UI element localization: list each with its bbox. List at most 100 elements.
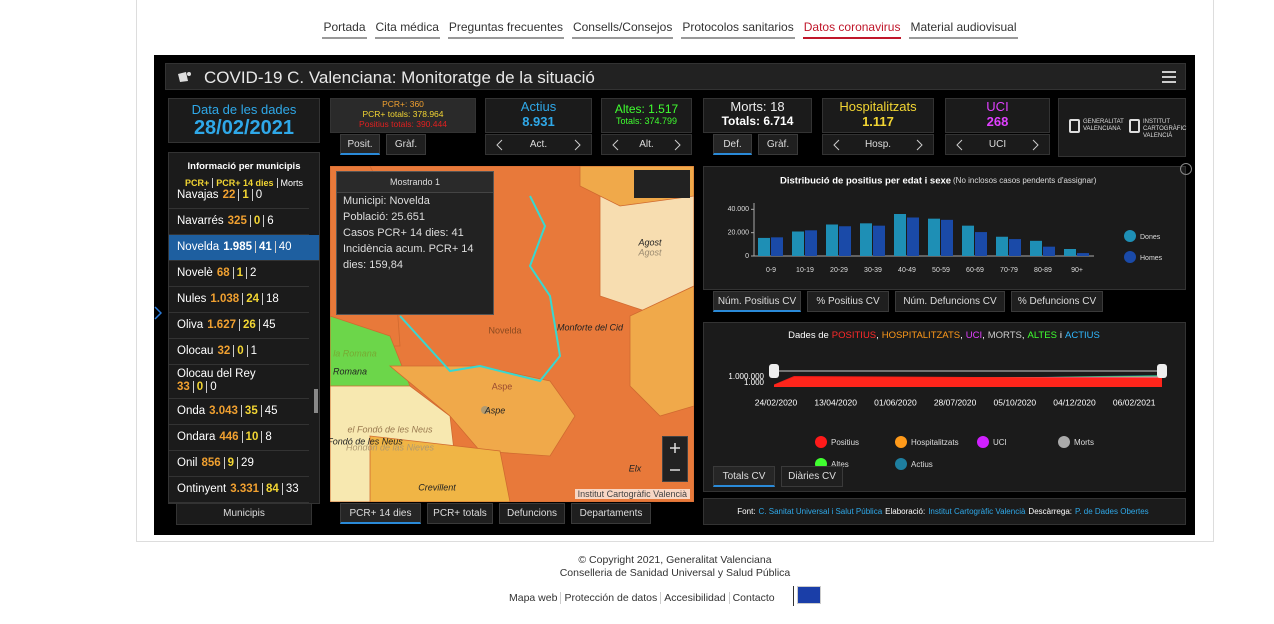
tab[interactable]: PCR+ 14 dies xyxy=(340,503,421,524)
title-segment: ACTIUS xyxy=(1065,330,1100,341)
legend-swatch[interactable] xyxy=(815,436,827,448)
municipality-value: 84 xyxy=(262,483,279,495)
tab[interactable]: Posit. xyxy=(340,134,380,155)
stepper[interactable]: Act. xyxy=(485,134,592,155)
source-link[interactable]: P. de Dades Obertes xyxy=(1075,507,1149,516)
nav-link[interactable]: Datos coronavirus xyxy=(802,20,902,39)
side-toggle[interactable] xyxy=(154,305,163,321)
tab[interactable]: Def. xyxy=(713,134,752,155)
title-segment: , xyxy=(982,330,985,341)
town-dot xyxy=(481,406,489,414)
arrow xyxy=(496,139,503,151)
arrow xyxy=(833,139,840,151)
card-value: 8.931 xyxy=(522,114,555,129)
tab[interactable]: Núm. Positius CV xyxy=(713,291,801,312)
bar xyxy=(1030,240,1042,256)
municipality-row[interactable]: Olocau 32 0 1 xyxy=(169,339,309,365)
stepper[interactable]: UCI xyxy=(945,134,1050,155)
prev-arrow[interactable] xyxy=(956,139,964,151)
chart-title: Distribució de positius per edat i sexe xyxy=(780,176,951,187)
source-link[interactable]: Institut Cartogràfic Valencià xyxy=(928,507,1026,516)
card-label: Altes: 1.517 xyxy=(614,102,679,116)
logo-mark xyxy=(1129,119,1140,133)
footer-link[interactable]: Mapa web xyxy=(509,592,558,604)
municipality-row[interactable]: Onda 3.043 35 45 xyxy=(169,399,309,425)
prev-arrow[interactable] xyxy=(496,139,504,151)
stepper[interactable]: Hosp. xyxy=(822,134,934,155)
legend-swatch[interactable] xyxy=(1058,436,1070,448)
municipality-row[interactable]: Navarrés 325 0 6 xyxy=(169,209,309,235)
footer-link[interactable]: Contacto xyxy=(728,592,775,604)
nav-link[interactable]: Cita médica xyxy=(374,20,440,39)
tab[interactable]: % Positius CV xyxy=(807,291,889,312)
bar xyxy=(894,214,906,256)
title-segment: , xyxy=(1021,330,1025,341)
expand-icon[interactable] xyxy=(1180,163,1192,175)
popup-close[interactable] xyxy=(475,174,485,188)
municipality-row[interactable]: Novelè 68 1 2 xyxy=(169,261,309,287)
prev-arrow[interactable] xyxy=(833,139,841,151)
municipality-name: Olocau del Rey xyxy=(177,368,256,380)
legend-swatch[interactable] xyxy=(895,436,907,448)
municipality-row[interactable]: Nules 1.038 24 18 xyxy=(169,287,309,313)
nav-link[interactable]: Protocolos sanitarios xyxy=(681,20,795,39)
tab[interactable]: % Defuncions CV xyxy=(1011,291,1103,312)
slider-handle[interactable] xyxy=(1157,364,1167,378)
source-label: Descàrrega: xyxy=(1028,507,1072,516)
municipality-row[interactable]: Ontinyent 3.331 84 33 xyxy=(169,477,309,503)
municipality-value: 26 xyxy=(238,319,256,331)
tab[interactable]: Defuncions xyxy=(499,503,565,524)
menu-icon[interactable] xyxy=(1161,70,1177,84)
stepper[interactable]: Alt. xyxy=(601,134,692,155)
tab[interactable]: Totals CV xyxy=(713,466,775,487)
column-border xyxy=(136,0,137,541)
footer-link[interactable]: Accesibilidad xyxy=(660,592,726,604)
municipality-value: 6 xyxy=(263,215,274,227)
legend-label: Positius xyxy=(831,438,859,447)
municipality-row[interactable]: Novelda 1.985 41 40 xyxy=(169,235,319,261)
prev-arrow[interactable] xyxy=(612,139,620,151)
municipality-name: Navarrés xyxy=(177,215,224,227)
zoom-icons[interactable] xyxy=(663,437,687,481)
legend-item: PCR+ 14 dies xyxy=(212,178,274,188)
legend-swatch[interactable] xyxy=(977,436,989,448)
municipality-value: 68 xyxy=(216,267,230,279)
map-tools[interactable] xyxy=(634,170,690,198)
municipality-value: 1.627 xyxy=(207,319,236,331)
source-link[interactable]: C. Sanitat Universal i Salut Pública xyxy=(758,507,883,516)
nav-link[interactable]: Portada xyxy=(322,20,367,39)
footer-link[interactable]: Protección de datos xyxy=(560,592,658,604)
tab[interactable]: Gràf. xyxy=(386,134,426,155)
next-arrow[interactable] xyxy=(673,139,681,151)
slider-handle[interactable] xyxy=(769,364,779,378)
municipality-list: Navajas 22 1 0 Navarrés 325 0 6 Novelda 1.985 41 40… xyxy=(169,189,319,503)
nav-link[interactable]: Material audiovisual xyxy=(909,20,1018,39)
zoom-control[interactable] xyxy=(662,436,688,482)
municipality-row[interactable]: Ondara 446 10 8 xyxy=(169,425,309,451)
tab[interactable]: Departaments xyxy=(571,503,651,524)
municipality-value: 0 xyxy=(249,215,261,227)
nav-link[interactable]: Consells/Consejos xyxy=(571,20,674,39)
municipality-row[interactable]: Oliva 1.627 26 45 xyxy=(169,313,309,339)
title-segment: UCI xyxy=(965,330,983,341)
municipality-name: Navajas xyxy=(177,189,219,201)
next-arrow[interactable] xyxy=(915,139,923,151)
next-arrow[interactable] xyxy=(573,139,581,151)
municipality-row[interactable]: Olocau del Rey 33 0 0 xyxy=(169,365,309,399)
municipality-stepper[interactable]: Municipis xyxy=(176,503,312,525)
tab[interactable]: PCR+ totals xyxy=(427,503,493,524)
tab[interactable]: Diàries CV xyxy=(781,466,843,487)
tab[interactable]: Gràf. xyxy=(758,134,798,155)
nav-link[interactable]: Preguntas frecuentes xyxy=(447,20,564,39)
popup-line: Municipi: Novelda xyxy=(343,195,430,207)
next-arrow[interactable] xyxy=(1031,139,1039,151)
municipality-row[interactable]: Navajas 22 1 0 xyxy=(169,189,309,209)
legend-swatch[interactable] xyxy=(895,458,907,470)
x-tick-label: 20-29 xyxy=(830,267,848,274)
municipality-row[interactable]: Onil 856 9 29 xyxy=(169,451,309,477)
chart-title: Dades de POSITIUS, HOSPITALITZATS, UCI, MORT… xyxy=(704,330,1185,341)
bar xyxy=(941,219,953,256)
tab[interactable]: Núm. Defuncions CV xyxy=(895,291,1005,312)
zoom-glyph xyxy=(670,443,680,471)
